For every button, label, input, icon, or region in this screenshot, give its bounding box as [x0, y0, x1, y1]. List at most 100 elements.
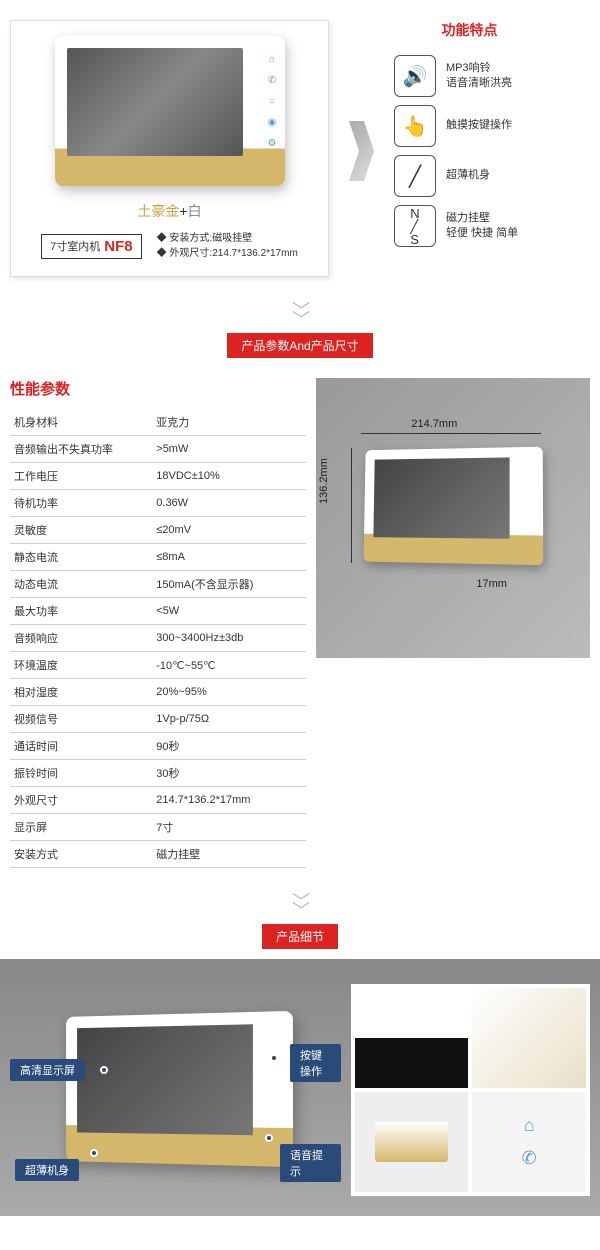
spec-row: 静态电流≤8mA	[10, 544, 306, 571]
color-label: 土豪金+白	[21, 201, 318, 221]
callout-dot	[100, 1066, 108, 1074]
spec-key: 外观尺寸	[10, 787, 152, 814]
thumb-screen	[355, 988, 469, 1088]
spec-value: <5W	[152, 598, 306, 625]
height-label: 136.2mm	[318, 458, 330, 504]
model-badge: 7寸室内机 NF8	[41, 234, 141, 259]
spec-key: 环境温度	[10, 652, 152, 679]
callout-display: 高清显示屏	[10, 1059, 85, 1081]
thumb-icons: ⌂ ✆	[472, 1092, 586, 1192]
spec-row: 最大功率<5W	[10, 598, 306, 625]
install-spec: ◆ 安装方式:磁吸挂壁	[157, 231, 298, 246]
callout-dot	[90, 1149, 98, 1157]
color-white-text: 白	[188, 203, 202, 219]
phone-icon: ✆	[522, 1148, 537, 1169]
depth-label: 17mm	[476, 578, 507, 590]
touch-icon: 👆	[394, 105, 436, 147]
model-code: NF8	[104, 238, 132, 255]
spec-value: 20%~95%	[152, 679, 306, 706]
feature-item: N╱S 磁力挂壁轻便 快捷 简单	[394, 205, 590, 247]
callout-dot	[265, 1134, 273, 1142]
detail-section: 高清显示屏 超薄机身 按键操作 语音提示 ⌂ ✆	[0, 959, 600, 1216]
spec-value: ≤20mV	[152, 517, 306, 544]
spec-key: 静态电流	[10, 544, 152, 571]
callout-slim: 超薄机身	[15, 1159, 79, 1181]
features-panel: 功能特点 🔊 MP3响铃语音清晰洪亮 👆 触摸按键操作 ╱ 超薄机身 N╱S	[329, 20, 590, 247]
spec-key: 待机功率	[10, 490, 152, 517]
spec-row: 工作电压18VDC±10%	[10, 463, 306, 490]
spec-row: 待机功率0.36W	[10, 490, 306, 517]
spec-value: 亚克力	[152, 409, 306, 436]
model-prefix: 7寸室内机	[50, 238, 100, 254]
spec-value: 300~3400Hz±3db	[152, 625, 306, 652]
spec-value: 150mA(不含显示器)	[152, 571, 306, 598]
features-list: 🔊 MP3响铃语音清晰洪亮 👆 触摸按键操作 ╱ 超薄机身 N╱S 磁力挂壁轻便…	[394, 55, 590, 247]
spec-row: 安装方式磁力挂壁	[10, 841, 306, 868]
dim-product-image	[364, 447, 544, 566]
spec-row: 相对湿度20%~95%	[10, 679, 306, 706]
feature-text: 触摸按键操作	[446, 118, 512, 133]
spec-key: 工作电压	[10, 463, 152, 490]
spec-row: 通话时间90秒	[10, 733, 306, 760]
spec-key: 相对湿度	[10, 679, 152, 706]
spec-value: 18VDC±10%	[152, 463, 306, 490]
chevron-icon: ﹀﹀	[0, 898, 600, 916]
magnet-icon: N╱S	[394, 205, 436, 247]
callout-dot	[270, 1054, 278, 1062]
product-card: ⌂ ✆ ○ ◉ ⚙ 土豪金+白 7寸室内机 NF8 ◆ 安装方式:磁吸挂壁 ◆ …	[10, 20, 329, 277]
spec-value: 1Vp-p/75Ω	[152, 706, 306, 733]
spec-value: 磁力挂壁	[152, 841, 306, 868]
spec-row: 外观尺寸214.7*136.2*17mm	[10, 787, 306, 814]
feature-item: ╱ 超薄机身	[394, 155, 590, 197]
dimensions-panel: 214.7mm 136.2mm 17mm	[316, 378, 590, 658]
home-icon: ⌂	[268, 54, 277, 65]
detail-callouts: 高清显示屏 超薄机身 按键操作 语音提示	[10, 984, 341, 1194]
spec-key: 安装方式	[10, 841, 152, 868]
home-icon: ⌂	[524, 1115, 535, 1136]
spec-key: 视频信号	[10, 706, 152, 733]
dim-line-h	[351, 448, 352, 563]
side-icons: ⌂ ✆ ○ ◉ ⚙	[268, 54, 277, 149]
dim-line-w	[361, 433, 541, 434]
spec-key: 灵敏度	[10, 517, 152, 544]
color-plus: +	[179, 203, 187, 219]
divider-detail: ﹀﹀ 产品细节	[0, 898, 600, 949]
feature-text: MP3响铃语音清晰洪亮	[446, 61, 512, 92]
spec-row: 显示屏7寸	[10, 814, 306, 841]
features-title: 功能特点	[349, 20, 590, 40]
detail-title: 产品细节	[262, 924, 338, 949]
unlock-icon: ○	[268, 96, 277, 107]
specs-section: 性能参数 机身材料亚克力音频输出不失真功率>5mW工作电压18VDC±10%待机…	[0, 368, 600, 878]
features-row: 🔊 MP3响铃语音清晰洪亮 👆 触摸按键操作 ╱ 超薄机身 N╱S 磁力挂壁轻便…	[349, 55, 590, 247]
spec-row: 音频响应300~3400Hz±3db	[10, 625, 306, 652]
feature-item: 👆 触摸按键操作	[394, 105, 590, 147]
spec-row: 音频输出不失真功率>5mW	[10, 436, 306, 463]
spec-key: 音频输出不失真功率	[10, 436, 152, 463]
monitor-icon: ◉	[268, 117, 277, 128]
callout-buttons: 按键操作	[290, 1044, 341, 1082]
phone-icon: ✆	[268, 75, 277, 86]
spec-key: 通话时间	[10, 733, 152, 760]
settings-icon: ⚙	[268, 138, 277, 149]
arrow-icon	[349, 121, 374, 181]
specs-heading: 性能参数	[10, 378, 306, 399]
divider-specs: ﹀﹀ 产品参数And产品尺寸	[0, 307, 600, 358]
spec-row: 振铃时间30秒	[10, 760, 306, 787]
spec-value: >5mW	[152, 436, 306, 463]
spec-value: 214.7*136.2*17mm	[152, 787, 306, 814]
speaker-icon: 🔊	[394, 55, 436, 97]
spec-value: -10℃~55℃	[152, 652, 306, 679]
feature-text: 超薄机身	[446, 168, 490, 183]
slim-icon: ╱	[394, 155, 436, 197]
thumb-edge	[472, 988, 586, 1088]
spec-value: 0.36W	[152, 490, 306, 517]
dim-spec: ◆ 外观尺寸:214.7*136.2*17mm	[157, 246, 298, 261]
mini-specs: ◆ 安装方式:磁吸挂壁 ◆ 外观尺寸:214.7*136.2*17mm	[157, 231, 298, 261]
model-row: 7寸室内机 NF8 ◆ 安装方式:磁吸挂壁 ◆ 外观尺寸:214.7*136.2…	[21, 231, 318, 261]
feature-text: 磁力挂壁轻便 快捷 简单	[446, 211, 518, 242]
hero-section: ⌂ ✆ ○ ◉ ⚙ 土豪金+白 7寸室内机 NF8 ◆ 安装方式:磁吸挂壁 ◆ …	[0, 0, 600, 287]
spec-value: 30秒	[152, 760, 306, 787]
spec-row: 视频信号1Vp-p/75Ω	[10, 706, 306, 733]
specs-title: 产品参数And产品尺寸	[227, 333, 372, 358]
specs-table: 机身材料亚克力音频输出不失真功率>5mW工作电压18VDC±10%待机功率0.3…	[10, 409, 306, 868]
